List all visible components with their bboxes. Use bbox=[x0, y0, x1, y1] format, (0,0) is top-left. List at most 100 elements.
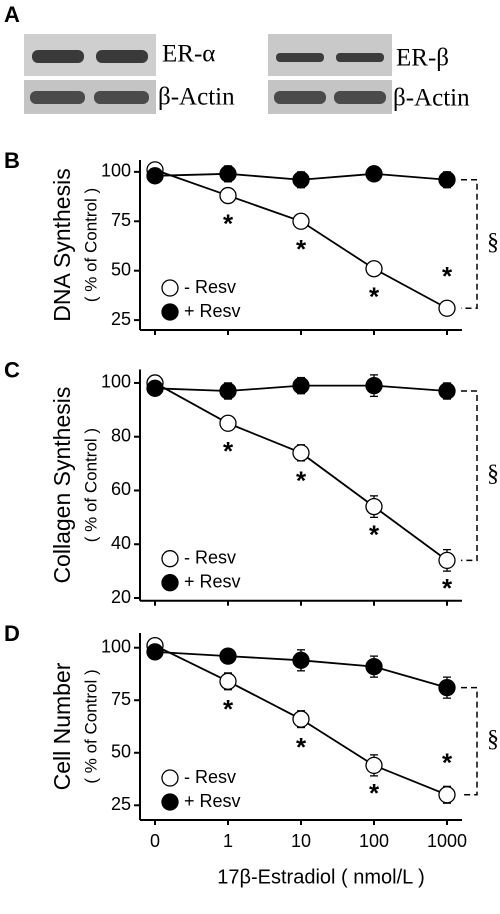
y-axis-label: DNA Synthesis bbox=[49, 168, 75, 321]
legend-marker bbox=[161, 550, 179, 568]
x-axis-label: 17β-Estradiol ( nmol/L ) bbox=[217, 866, 425, 888]
blot-label: β-Actin bbox=[158, 84, 235, 111]
bracket-label: § bbox=[487, 230, 499, 256]
blot-band bbox=[336, 53, 384, 62]
legend-label: + Resv bbox=[184, 301, 241, 321]
bracket bbox=[461, 686, 478, 796]
y-tick-label: 40 bbox=[111, 533, 131, 553]
blot-left bbox=[24, 34, 156, 114]
data-point bbox=[292, 710, 310, 728]
significance-mark: * bbox=[223, 208, 234, 238]
blot-band bbox=[334, 91, 386, 104]
legend-marker bbox=[161, 574, 179, 592]
y-tick-label: 60 bbox=[111, 479, 131, 499]
legend-marker bbox=[161, 303, 179, 321]
data-point bbox=[365, 260, 383, 278]
y-tick-label: 100 bbox=[101, 372, 131, 392]
data-point bbox=[365, 657, 383, 676]
bracket bbox=[461, 390, 478, 562]
legend-marker bbox=[161, 793, 179, 811]
y-tick-label: 75 bbox=[111, 689, 131, 709]
y-tick-label: 20 bbox=[111, 587, 131, 607]
significance-mark: * bbox=[296, 466, 307, 496]
data-point bbox=[146, 643, 164, 661]
y-tick-label: 100 bbox=[101, 161, 131, 181]
legend-marker bbox=[161, 279, 179, 297]
data-point bbox=[146, 167, 164, 185]
x-tick-label: 10 bbox=[291, 831, 311, 851]
y-tick-label: 75 bbox=[111, 210, 131, 230]
y-axis-sublabel: ( % of Control ) bbox=[81, 669, 100, 783]
panel-letter: D bbox=[4, 621, 20, 646]
y-tick-label: 80 bbox=[111, 425, 131, 445]
significance-mark: * bbox=[369, 778, 380, 808]
panel-letter: C bbox=[4, 357, 20, 382]
data-point bbox=[219, 647, 237, 665]
y-tick-label: 25 bbox=[111, 794, 131, 814]
blot-band bbox=[32, 50, 84, 63]
x-tick-label: 1000 bbox=[427, 831, 467, 851]
data-point bbox=[365, 756, 383, 775]
blot-band bbox=[276, 53, 324, 62]
data-point bbox=[365, 376, 383, 395]
panel-letter: A bbox=[4, 2, 20, 27]
y-tick-label: 100 bbox=[101, 636, 131, 656]
data-point bbox=[219, 382, 237, 400]
y-axis-sublabel: ( % of Control ) bbox=[81, 188, 100, 302]
data-point bbox=[292, 212, 310, 230]
data-point bbox=[438, 551, 456, 570]
blot-right bbox=[268, 34, 392, 114]
data-point bbox=[219, 672, 237, 690]
legend-label: + Resv bbox=[184, 791, 241, 811]
data-point bbox=[219, 186, 237, 205]
data-point bbox=[438, 786, 456, 804]
data-point bbox=[146, 379, 164, 397]
x-tick-label: 100 bbox=[359, 831, 389, 851]
data-point bbox=[438, 382, 456, 400]
significance-mark: * bbox=[223, 436, 234, 466]
y-axis-sublabel: ( % of Control ) bbox=[81, 428, 100, 542]
y-tick-label: 50 bbox=[111, 259, 131, 279]
y-tick-label: 50 bbox=[111, 742, 131, 762]
blot-band bbox=[96, 50, 148, 63]
blot-band bbox=[274, 91, 326, 104]
bracket bbox=[461, 179, 478, 310]
data-point bbox=[438, 299, 456, 317]
data-point bbox=[438, 678, 456, 697]
data-point bbox=[219, 165, 237, 183]
data-point bbox=[365, 165, 383, 183]
blot-band bbox=[94, 91, 149, 104]
significance-mark: * bbox=[296, 732, 307, 762]
bracket-label: § bbox=[487, 461, 499, 487]
x-tick-label: 1 bbox=[223, 831, 233, 851]
data-point bbox=[219, 414, 237, 432]
data-point bbox=[365, 497, 383, 516]
significance-mark: * bbox=[442, 573, 453, 603]
legend-label: + Resv bbox=[184, 571, 241, 591]
significance-mark: * bbox=[369, 519, 380, 549]
panel-letter: B bbox=[4, 148, 20, 173]
data-point bbox=[292, 444, 310, 462]
legend-label: - Resv bbox=[184, 767, 236, 787]
blot-label: β-Actin bbox=[393, 85, 470, 112]
x-tick-label: 0 bbox=[150, 831, 160, 851]
legend-marker bbox=[161, 769, 179, 787]
legend-label: - Resv bbox=[184, 277, 236, 297]
y-tick-label: 25 bbox=[111, 309, 131, 329]
significance-mark: * bbox=[442, 748, 453, 778]
blot-label: ER-α bbox=[162, 41, 215, 68]
blot-label: ER-β bbox=[396, 45, 449, 72]
data-point bbox=[292, 376, 310, 395]
data-point bbox=[292, 651, 310, 669]
bracket-label: § bbox=[487, 727, 499, 753]
y-axis-label: Cell Number bbox=[49, 662, 75, 790]
y-axis-label: Collagen Synthesis bbox=[49, 387, 75, 584]
significance-mark: * bbox=[369, 282, 380, 312]
significance-mark: * bbox=[296, 234, 307, 264]
data-point bbox=[292, 171, 310, 189]
data-point bbox=[438, 171, 456, 189]
legend-label: - Resv bbox=[184, 547, 236, 567]
significance-mark: * bbox=[223, 694, 234, 724]
